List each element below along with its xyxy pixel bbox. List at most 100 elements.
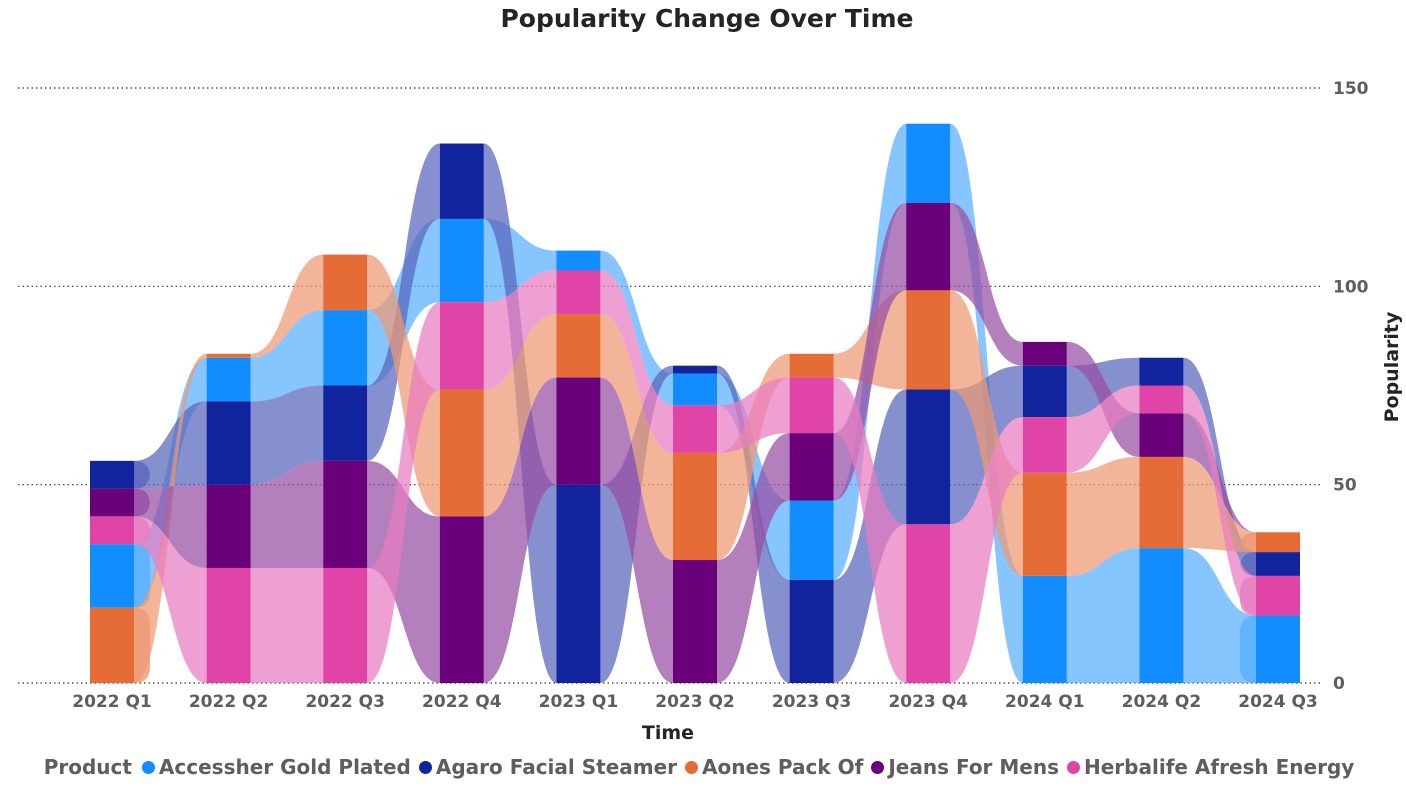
legend-item[interactable]: Agaro Facial Steamer bbox=[418, 755, 677, 779]
bar-segment bbox=[439, 516, 484, 683]
legend-label: Herbalife Afresh Energy bbox=[1084, 755, 1355, 779]
bar-segment bbox=[673, 560, 717, 683]
ribbon bbox=[250, 567, 324, 683]
bar-segment bbox=[206, 357, 251, 402]
bar-segment bbox=[323, 254, 368, 311]
bars bbox=[90, 123, 1300, 683]
bar-segment bbox=[323, 385, 368, 461]
y-axis-ticks: 0 50 100 150 bbox=[1333, 79, 1369, 694]
ribbons bbox=[134, 123, 1256, 684]
x-tick-label: 2022 Q4 bbox=[422, 692, 502, 712]
bar-segment bbox=[556, 377, 601, 485]
legend-item[interactable]: Herbalife Afresh Energy bbox=[1067, 755, 1354, 779]
bar-segment bbox=[1022, 417, 1067, 473]
legend-label: Aones Pack Of bbox=[702, 755, 864, 779]
ribbon-cap bbox=[1240, 575, 1256, 616]
bar-segment bbox=[439, 389, 484, 517]
chart-title: Popularity Change Over Time bbox=[500, 4, 913, 33]
bar-segment bbox=[906, 203, 951, 291]
y-tick-label: 50 bbox=[1333, 476, 1357, 496]
bar-segment bbox=[439, 302, 484, 390]
bar-segment bbox=[1139, 385, 1184, 414]
x-tick-label: 2023 Q3 bbox=[772, 692, 852, 712]
x-axis-label: Time bbox=[642, 722, 694, 744]
bar-segment bbox=[673, 405, 717, 453]
bar-segment bbox=[1022, 575, 1067, 683]
bar-segment bbox=[1256, 552, 1300, 576]
bar-segment bbox=[789, 579, 834, 683]
x-tick-label: 2023 Q4 bbox=[888, 692, 968, 712]
ribbon bbox=[134, 401, 207, 489]
x-tick-label: 2024 Q1 bbox=[1005, 692, 1085, 712]
bar-segment bbox=[206, 484, 251, 568]
x-tick-label: 2023 Q2 bbox=[655, 692, 735, 712]
ribbon-cap bbox=[134, 544, 150, 608]
ribbon-cap bbox=[134, 516, 150, 545]
bar-segment bbox=[90, 544, 134, 608]
bar-segment bbox=[1256, 575, 1300, 616]
ribbon-cap bbox=[1240, 615, 1256, 683]
ribbon bbox=[1183, 548, 1256, 683]
ribbon bbox=[250, 460, 324, 568]
ribbon-cap bbox=[1240, 532, 1256, 553]
ribbon bbox=[134, 484, 207, 568]
x-tick-label: 2022 Q1 bbox=[72, 692, 152, 712]
ribbon bbox=[250, 310, 324, 402]
bar-segment bbox=[1256, 532, 1300, 553]
ribbon bbox=[483, 270, 557, 390]
legend-dot-icon bbox=[685, 760, 699, 774]
x-tick-label: 2024 Q3 bbox=[1238, 692, 1318, 712]
bar-segment bbox=[556, 484, 601, 683]
ribbon bbox=[250, 385, 324, 485]
bar-segment bbox=[439, 218, 484, 303]
bar-segment bbox=[789, 500, 834, 580]
ribbon bbox=[950, 290, 1023, 576]
bar-segment bbox=[1256, 615, 1300, 683]
ribbon bbox=[950, 203, 1023, 366]
ribbon bbox=[367, 302, 440, 683]
bar-segment bbox=[789, 353, 834, 378]
legend-title: Product bbox=[43, 755, 132, 779]
ribbon bbox=[1183, 357, 1256, 576]
legend-item[interactable]: Aones Pack Of bbox=[685, 755, 863, 779]
bar-segment bbox=[1022, 472, 1067, 576]
bar-segment bbox=[1022, 341, 1067, 366]
bar-segment bbox=[90, 607, 134, 683]
ribbon bbox=[483, 377, 557, 683]
bar-segment bbox=[906, 123, 951, 204]
bar-segment bbox=[1139, 357, 1184, 386]
ribbon bbox=[134, 516, 207, 683]
ribbon bbox=[367, 143, 440, 461]
x-tick-label: 2024 Q2 bbox=[1122, 692, 1202, 712]
bar-segment bbox=[323, 460, 368, 568]
bar-segment bbox=[556, 250, 601, 271]
bar-segment bbox=[1139, 548, 1184, 683]
bar-segment bbox=[906, 290, 951, 390]
ribbon-cap bbox=[134, 488, 150, 517]
ribbon-chart: Popularity Change Over Time 2022 Q1 2022 … bbox=[18, 4, 1403, 744]
bar-segment bbox=[1022, 365, 1067, 418]
bar-segment bbox=[323, 310, 368, 386]
ribbon bbox=[717, 353, 790, 561]
ribbon bbox=[717, 433, 790, 683]
bar-segment bbox=[556, 270, 601, 315]
y-tick-label: 100 bbox=[1333, 277, 1369, 297]
x-axis-ticks: 2022 Q1 2022 Q2 2022 Q3 2022 Q4 2023 Q1 2023 … bbox=[72, 692, 1318, 712]
legend: Product Accessher Gold Plated Agaro Facia… bbox=[0, 752, 1406, 782]
legend-item[interactable]: Jeans For Mens bbox=[871, 755, 1059, 779]
bar-segment bbox=[439, 143, 484, 219]
ribbon bbox=[1183, 413, 1256, 533]
bar-segment bbox=[206, 401, 251, 485]
ribbon bbox=[367, 254, 440, 517]
x-tick-label: 2022 Q2 bbox=[189, 692, 269, 712]
legend-item[interactable]: Accessher Gold Plated bbox=[141, 755, 411, 779]
ribbon bbox=[833, 377, 907, 683]
ribbon bbox=[600, 314, 673, 561]
bar-segment bbox=[1139, 413, 1184, 457]
bar-segment bbox=[90, 516, 134, 545]
y-tick-label: 150 bbox=[1333, 79, 1369, 99]
legend-dot-icon bbox=[1067, 760, 1080, 774]
bar-segment bbox=[1139, 456, 1184, 549]
ribbon bbox=[600, 377, 673, 683]
bar-segment bbox=[90, 488, 134, 517]
